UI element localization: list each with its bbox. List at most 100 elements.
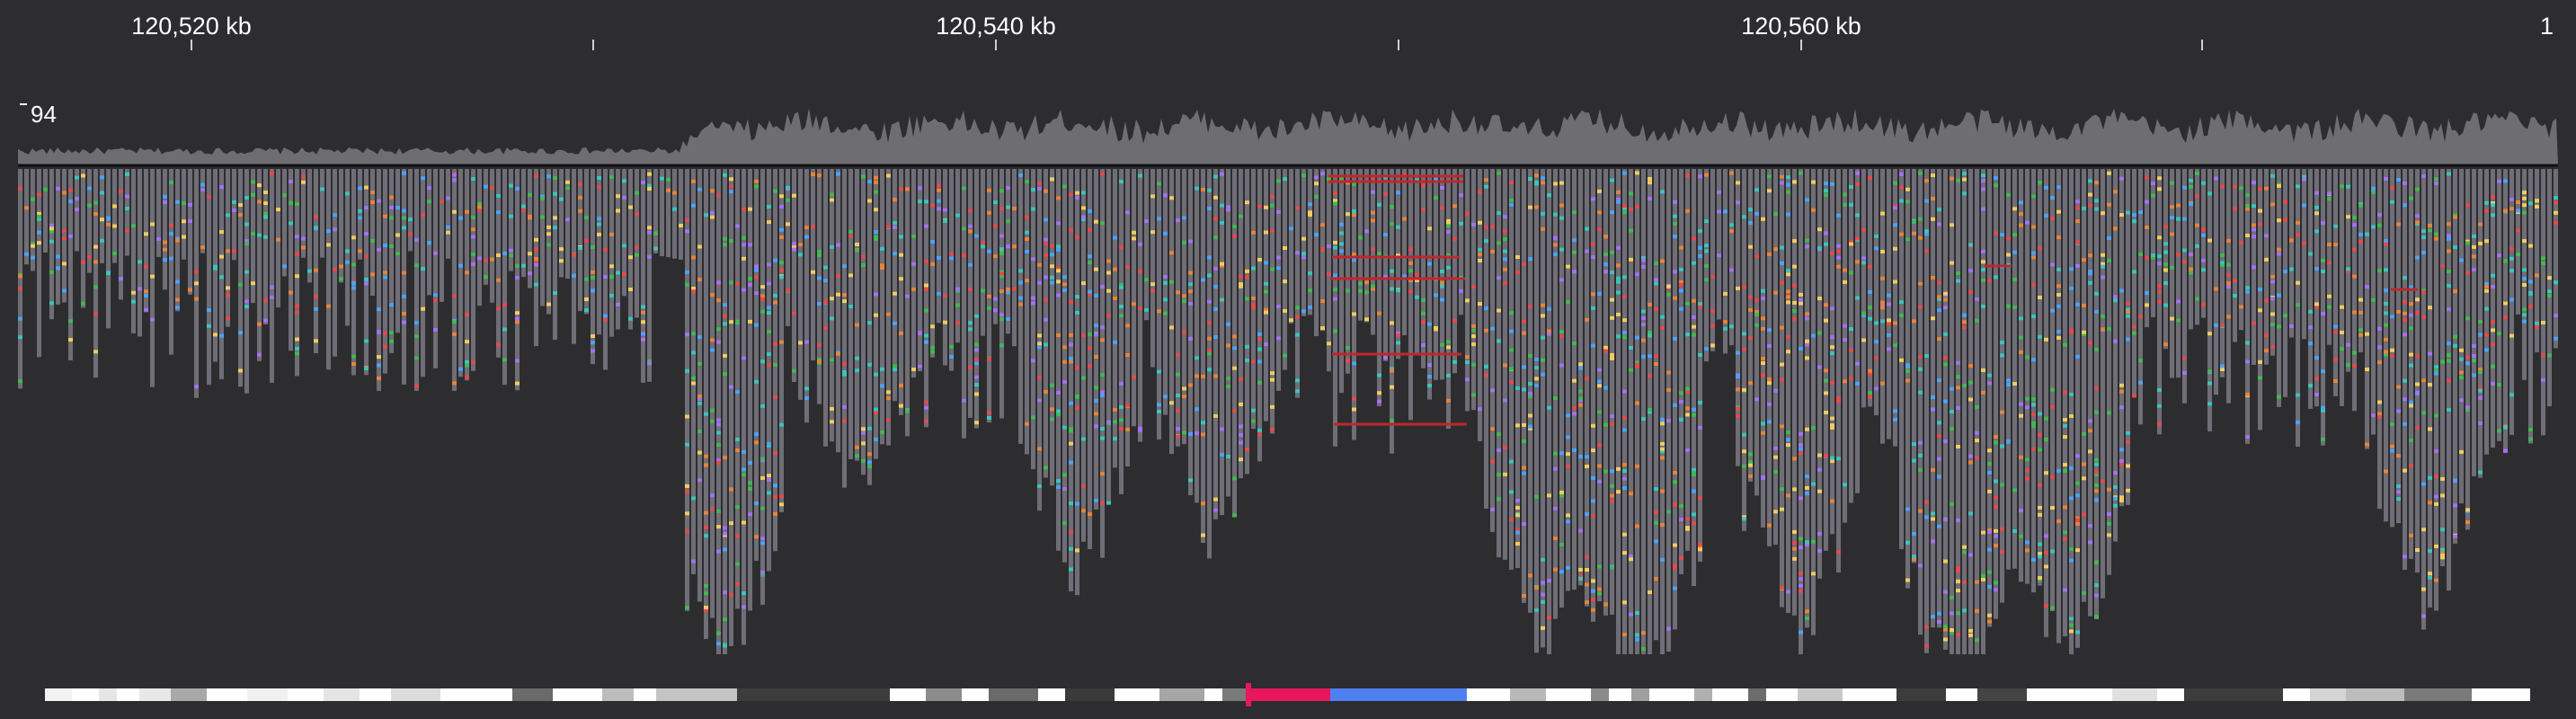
read-stack[interactable] — [1050, 169, 1054, 486]
read-stack[interactable] — [402, 169, 406, 385]
read-stack[interactable] — [1138, 169, 1142, 442]
read-stack[interactable] — [2245, 169, 2250, 444]
read-stack[interactable] — [1088, 169, 1092, 549]
read-stack[interactable] — [1270, 169, 1275, 434]
read-stack[interactable] — [1497, 169, 1501, 558]
read-stack[interactable] — [735, 169, 740, 609]
read-stack[interactable] — [182, 169, 186, 260]
read-stack[interactable] — [333, 169, 337, 357]
ideogram-band[interactable] — [207, 688, 247, 701]
read-stack[interactable] — [924, 169, 928, 428]
read-stack[interactable] — [2088, 169, 2092, 617]
read-stack[interactable] — [905, 169, 910, 437]
read-stack[interactable] — [1773, 169, 1778, 546]
read-stack[interactable] — [1276, 169, 1281, 391]
read-stack[interactable] — [1264, 169, 1268, 422]
read-stack[interactable] — [1213, 169, 1218, 519]
read-stack[interactable] — [1767, 169, 1772, 546]
read-stack[interactable] — [1283, 169, 1287, 370]
read-stack[interactable] — [263, 169, 268, 324]
read-stack[interactable] — [528, 169, 532, 288]
read-stack[interactable] — [2365, 169, 2369, 449]
read-stack[interactable] — [880, 169, 884, 445]
read-stack[interactable] — [2516, 169, 2520, 315]
read-stack[interactable] — [1188, 169, 1193, 495]
read-stack[interactable] — [2283, 169, 2287, 397]
read-stack[interactable] — [502, 169, 507, 386]
ideogram-band[interactable] — [926, 688, 962, 701]
read-stack[interactable] — [87, 169, 92, 273]
ideogram-band[interactable] — [1766, 688, 1798, 701]
read-stack[interactable] — [2075, 169, 2080, 648]
read-stack[interactable] — [653, 169, 658, 253]
read-stack[interactable] — [2189, 169, 2193, 330]
read-stack[interactable] — [760, 169, 765, 605]
read-stack[interactable] — [1132, 169, 1136, 427]
read-stack[interactable] — [2377, 169, 2382, 510]
ideogram-band[interactable] — [512, 688, 553, 701]
read-stack[interactable] — [1528, 169, 1532, 613]
read-stack[interactable] — [697, 169, 702, 602]
read-stack[interactable] — [477, 169, 482, 306]
read-stack[interactable] — [1685, 169, 1690, 551]
ideogram-band[interactable] — [2283, 688, 2310, 701]
read-stack[interactable] — [1157, 169, 1161, 439]
read-stack[interactable] — [1843, 169, 1847, 523]
read-stack[interactable] — [2069, 169, 2074, 654]
read-stack[interactable] — [811, 169, 815, 360]
read-stack[interactable] — [1874, 169, 1879, 416]
read-stack[interactable] — [2063, 169, 2067, 636]
read-stack[interactable] — [1094, 169, 1098, 510]
read-stack[interactable] — [1358, 169, 1363, 321]
ideogram-band[interactable] — [634, 688, 656, 701]
read-stack[interactable] — [251, 169, 255, 304]
ideogram-band[interactable] — [1204, 688, 1222, 701]
read-stack[interactable] — [2270, 169, 2275, 356]
read-stack[interactable] — [1484, 169, 1488, 509]
read-stack[interactable] — [2428, 169, 2432, 608]
ideogram-band[interactable] — [1896, 688, 1946, 701]
read-stack[interactable] — [496, 169, 501, 358]
read-stack[interactable] — [207, 169, 211, 386]
read-stack[interactable] — [163, 169, 167, 290]
read-stack[interactable] — [830, 169, 834, 442]
read-stack[interactable] — [377, 169, 381, 391]
read-stack[interactable] — [1868, 169, 1872, 407]
read-stack[interactable] — [1673, 169, 1677, 630]
read-stack[interactable] — [68, 169, 73, 360]
read-stack[interactable] — [1666, 169, 1671, 652]
read-stack[interactable] — [2535, 169, 2539, 352]
read-stack[interactable] — [1257, 169, 1262, 462]
read-stack[interactable] — [1918, 169, 1923, 635]
ideogram-band[interactable] — [1591, 688, 1609, 701]
ideogram-band[interactable] — [1467, 688, 1510, 701]
read-stack[interactable] — [1195, 169, 1199, 503]
read-stack[interactable] — [1610, 169, 1614, 615]
read-stack[interactable] — [2296, 169, 2300, 447]
read-stack[interactable] — [2491, 169, 2495, 448]
read-stack[interactable] — [427, 169, 431, 296]
ideogram-band[interactable] — [737, 688, 890, 701]
read-stack[interactable] — [1327, 169, 1331, 372]
read-stack[interactable] — [24, 169, 29, 265]
read-stack[interactable] — [1792, 169, 1797, 616]
read-stack[interactable] — [679, 169, 683, 260]
read-stack[interactable] — [232, 169, 236, 261]
read-stack[interactable] — [1541, 169, 1545, 648]
read-stack[interactable] — [792, 169, 796, 382]
read-stack[interactable] — [1547, 169, 1551, 654]
read-stack[interactable] — [2472, 169, 2476, 476]
read-stack[interactable] — [358, 169, 362, 260]
read-stack[interactable] — [446, 169, 450, 259]
read-stack[interactable] — [509, 169, 513, 271]
read-stack[interactable] — [1415, 169, 1419, 354]
read-stack[interactable] — [641, 169, 645, 383]
read-stack[interactable] — [1654, 169, 1658, 641]
read-stack[interactable] — [2056, 169, 2061, 644]
read-stack[interactable] — [408, 169, 413, 252]
read-stack[interactable] — [2277, 169, 2281, 407]
read-stack[interactable] — [2541, 169, 2545, 436]
ideogram-band[interactable] — [1159, 688, 1204, 701]
read-stack[interactable] — [1994, 169, 1998, 619]
